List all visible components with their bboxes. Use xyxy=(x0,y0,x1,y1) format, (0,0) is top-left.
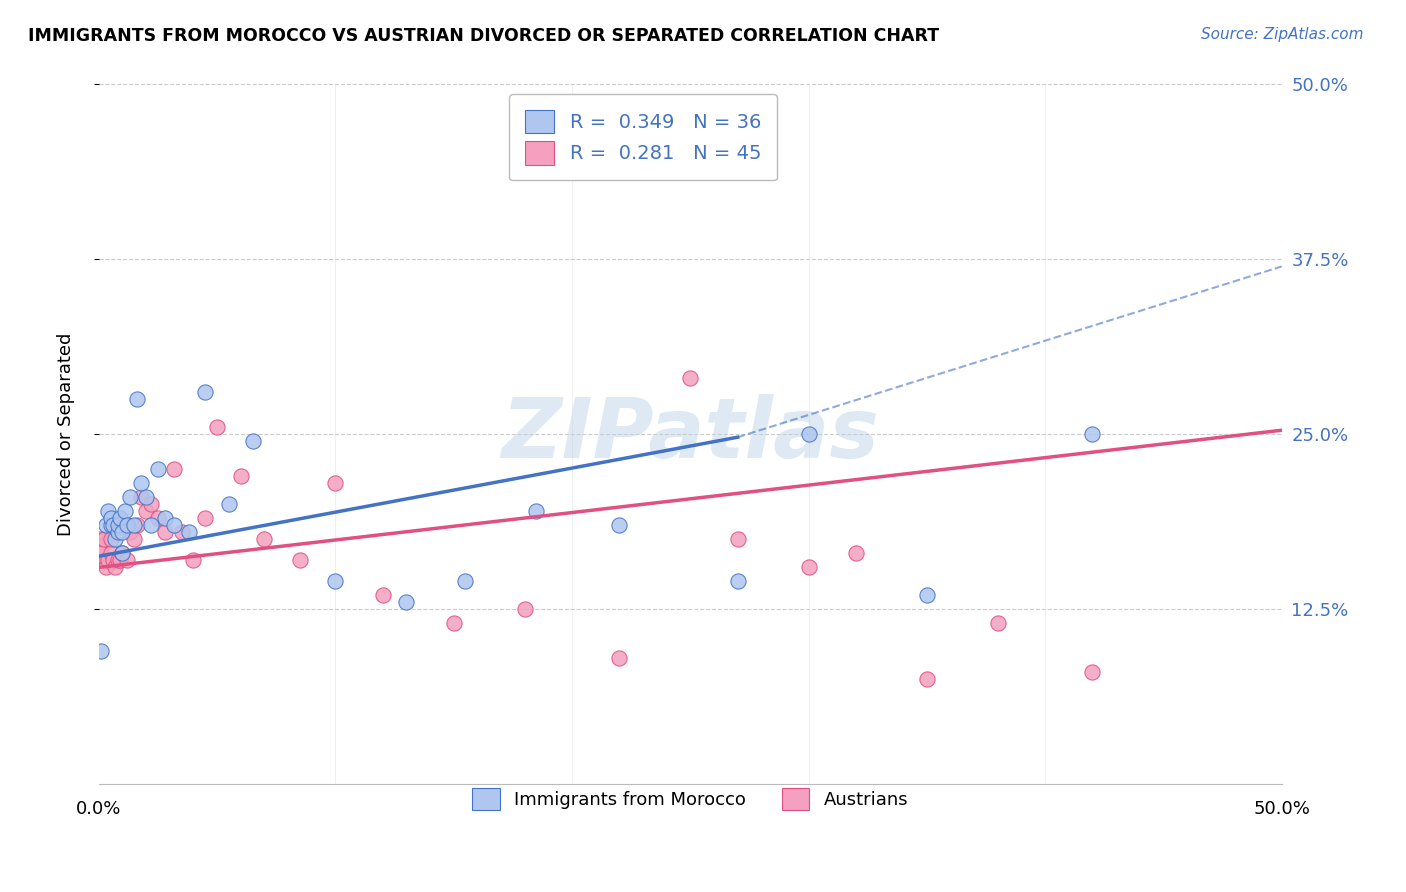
Point xyxy=(797,560,820,574)
Point xyxy=(93,533,115,547)
Point xyxy=(135,504,157,518)
Text: ZIPatlas: ZIPatlas xyxy=(502,394,879,475)
Point xyxy=(679,371,702,385)
Text: IMMIGRANTS FROM MOROCCO VS AUSTRIAN DIVORCED OR SEPARATED CORRELATION CHART: IMMIGRANTS FROM MOROCCO VS AUSTRIAN DIVO… xyxy=(28,27,939,45)
Point xyxy=(94,553,117,567)
Point xyxy=(124,533,146,547)
Point xyxy=(915,673,938,687)
Point xyxy=(253,533,276,547)
Point xyxy=(139,518,162,533)
Point xyxy=(100,511,122,525)
Point xyxy=(111,525,134,540)
Point xyxy=(513,602,536,616)
Point xyxy=(97,553,120,567)
Point xyxy=(101,518,124,533)
Point xyxy=(111,546,134,560)
Point xyxy=(371,589,394,603)
Point xyxy=(87,533,110,547)
Point xyxy=(443,616,465,631)
Point xyxy=(194,385,217,400)
Point xyxy=(111,546,134,560)
Legend: Immigrants from Morocco, Austrians: Immigrants from Morocco, Austrians xyxy=(458,773,922,824)
Point xyxy=(104,560,127,574)
Y-axis label: Divorced or Separated: Divorced or Separated xyxy=(58,333,75,536)
Point xyxy=(205,420,228,434)
Point xyxy=(607,651,630,665)
Point xyxy=(727,574,749,589)
Point xyxy=(125,392,148,407)
Point xyxy=(100,533,122,547)
Point xyxy=(131,476,153,491)
Point xyxy=(139,498,162,512)
Point xyxy=(115,553,138,567)
Point xyxy=(100,546,122,560)
Point xyxy=(170,525,193,540)
Point xyxy=(101,553,124,567)
Point xyxy=(915,589,938,603)
Point xyxy=(526,504,548,518)
Point xyxy=(194,511,217,525)
Point xyxy=(107,525,129,540)
Point xyxy=(163,518,186,533)
Point xyxy=(218,498,240,512)
Point xyxy=(797,427,820,442)
Point xyxy=(325,574,347,589)
Point xyxy=(845,546,868,560)
Point xyxy=(108,511,131,525)
Point xyxy=(118,525,141,540)
Point xyxy=(135,491,157,505)
Point xyxy=(100,518,122,533)
Point xyxy=(325,476,347,491)
Point xyxy=(183,553,205,567)
Point xyxy=(1081,665,1104,680)
Point xyxy=(288,553,311,567)
Point xyxy=(229,469,252,483)
Point xyxy=(114,504,136,518)
Point xyxy=(118,491,141,505)
Point xyxy=(1081,427,1104,442)
Text: Source: ZipAtlas.com: Source: ZipAtlas.com xyxy=(1201,27,1364,42)
Point xyxy=(177,525,200,540)
Point xyxy=(395,595,418,609)
Point xyxy=(131,491,153,505)
Point xyxy=(107,518,129,533)
Point xyxy=(114,518,136,533)
Point xyxy=(97,504,120,518)
Point xyxy=(153,525,176,540)
Point xyxy=(104,533,127,547)
Point xyxy=(454,574,477,589)
Point xyxy=(125,518,148,533)
Point xyxy=(146,511,169,525)
Point xyxy=(146,462,169,476)
Point xyxy=(90,546,112,560)
Point xyxy=(94,518,117,533)
Point xyxy=(94,560,117,574)
Point xyxy=(115,518,138,533)
Point xyxy=(607,518,630,533)
Point xyxy=(727,533,749,547)
Point xyxy=(90,644,112,658)
Point xyxy=(124,518,146,533)
Point xyxy=(108,553,131,567)
Point xyxy=(987,616,1010,631)
Point xyxy=(163,462,186,476)
Point xyxy=(107,553,129,567)
Point xyxy=(90,540,112,554)
Point xyxy=(153,511,176,525)
Point xyxy=(242,434,264,449)
